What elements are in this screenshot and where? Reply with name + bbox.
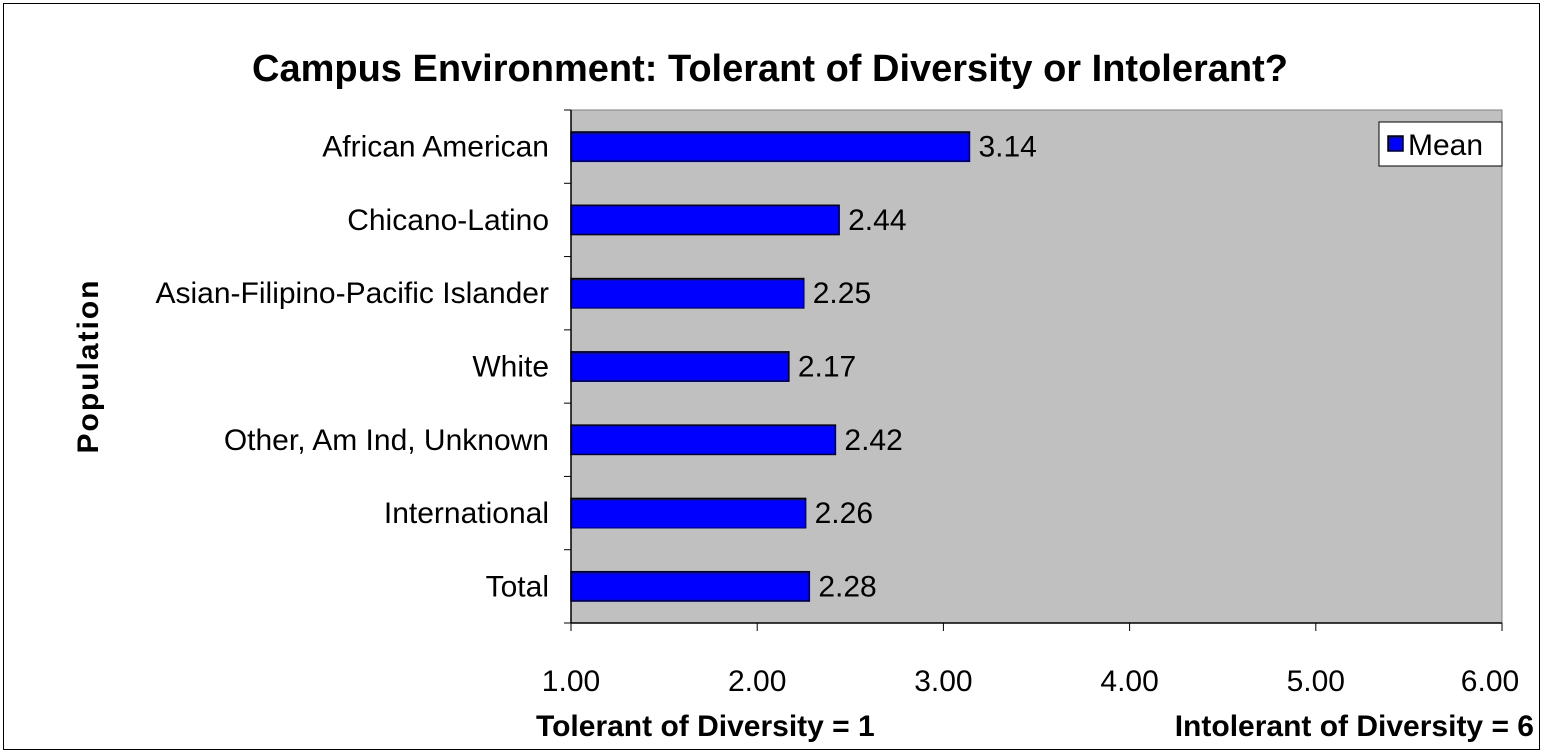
legend-label-mean: Mean — [1408, 129, 1483, 162]
category-label-asian-filipino-pacific-islander: Asian-Filipino-Pacific Islander — [156, 277, 550, 310]
data-label-asian-filipino-pacific-islander: 2.25 — [813, 277, 871, 310]
bars-group — [570, 131, 971, 602]
x-axis-title-right: Intolerant of Diversity = 6 — [1175, 710, 1534, 743]
bar-african-american — [570, 131, 971, 163]
x-axis-ticks: 1.00 2.00 3.00 4.00 5.00 6.00 — [542, 623, 1519, 698]
bar-white — [570, 351, 790, 382]
x-tick-label: 4.00 — [1100, 665, 1158, 698]
y-axis-ticks — [564, 109, 571, 624]
category-label-african-american: African American — [322, 131, 549, 164]
bar-total — [570, 570, 811, 602]
category-labels: African American Chicano-Latino Asian-Fili… — [156, 131, 550, 604]
x-tick-label: 6.00 — [1461, 665, 1519, 698]
bar-chicano-latino — [570, 204, 840, 236]
chart-title: Campus Environment: Tolerant of Diversit… — [252, 48, 1288, 90]
x-tick-label: 5.00 — [1287, 665, 1345, 698]
data-label-other-am-ind-unknown: 2.42 — [844, 424, 902, 457]
x-tick-label: 2.00 — [728, 665, 786, 698]
data-label-international: 2.26 — [815, 497, 873, 530]
category-label-white: White — [472, 351, 549, 384]
category-label-other-am-ind-unknown: Other, Am Ind, Unknown — [224, 424, 549, 457]
category-label-chicano-latino: Chicano-Latino — [347, 204, 549, 237]
data-label-african-american: 3.14 — [978, 131, 1036, 164]
data-labels: 3.14 2.44 2.25 2.17 2.42 2.26 2.28 — [798, 131, 1037, 604]
data-label-total: 2.28 — [818, 570, 876, 603]
y-axis-title: Population — [72, 279, 105, 454]
legend-swatch — [1387, 135, 1404, 152]
data-label-white: 2.17 — [798, 351, 856, 384]
category-label-international: International — [384, 497, 549, 530]
bar-other-am-ind-unknown — [570, 424, 837, 456]
bar-asian-filipino-pacific-islander — [570, 277, 805, 309]
data-label-chicano-latino: 2.44 — [848, 204, 906, 237]
legend: Mean — [1378, 121, 1503, 167]
bar-international — [570, 497, 807, 529]
chart-frame: Campus Environment: Tolerant of Diversit… — [3, 3, 1540, 750]
chart-svg: Campus Environment: Tolerant of Diversit… — [72, 48, 1534, 743]
category-label-total: Total — [486, 570, 549, 603]
x-tick-label: 3.00 — [914, 665, 972, 698]
x-axis-title-left: Tolerant of Diversity = 1 — [536, 710, 875, 743]
x-tick-label: 1.00 — [542, 665, 600, 698]
